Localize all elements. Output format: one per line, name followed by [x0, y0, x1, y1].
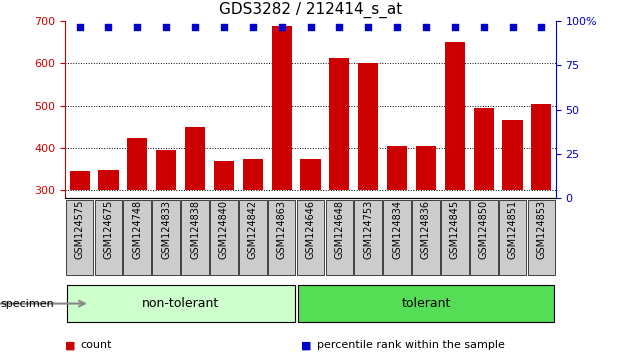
FancyBboxPatch shape: [210, 200, 238, 275]
Title: GDS3282 / 212414_s_at: GDS3282 / 212414_s_at: [219, 2, 402, 18]
Bar: [416, 147, 436, 190]
Bar: [70, 171, 89, 190]
Text: ■: ■: [65, 340, 76, 350]
FancyBboxPatch shape: [297, 200, 324, 275]
Bar: [214, 161, 234, 190]
FancyBboxPatch shape: [66, 285, 294, 322]
FancyBboxPatch shape: [268, 200, 296, 275]
Text: GSM124836: GSM124836: [421, 200, 431, 259]
Text: GSM124833: GSM124833: [161, 200, 171, 259]
FancyBboxPatch shape: [181, 200, 209, 275]
FancyBboxPatch shape: [499, 200, 527, 275]
Point: [450, 24, 460, 29]
Point: [306, 24, 315, 29]
Text: specimen: specimen: [0, 298, 54, 309]
FancyBboxPatch shape: [383, 200, 411, 275]
Text: GSM124851: GSM124851: [507, 200, 517, 259]
Text: percentile rank within the sample: percentile rank within the sample: [317, 340, 505, 350]
Bar: [127, 138, 147, 190]
FancyBboxPatch shape: [470, 200, 497, 275]
FancyBboxPatch shape: [94, 200, 122, 275]
Text: GSM124646: GSM124646: [306, 200, 315, 259]
Text: GSM124748: GSM124748: [132, 200, 142, 259]
Point: [75, 24, 84, 29]
Point: [104, 24, 114, 29]
Point: [479, 24, 489, 29]
Bar: [502, 120, 523, 190]
FancyBboxPatch shape: [527, 200, 555, 275]
Text: ■: ■: [301, 340, 312, 350]
Bar: [445, 42, 465, 190]
Text: GSM124840: GSM124840: [219, 200, 229, 259]
Text: GSM124850: GSM124850: [479, 200, 489, 259]
FancyBboxPatch shape: [66, 200, 94, 275]
Text: non-tolerant: non-tolerant: [142, 297, 219, 310]
Text: GSM124753: GSM124753: [363, 200, 373, 259]
Text: GSM124842: GSM124842: [248, 200, 258, 259]
FancyBboxPatch shape: [412, 200, 440, 275]
Text: GSM124575: GSM124575: [75, 200, 84, 259]
Point: [421, 24, 431, 29]
Text: GSM124838: GSM124838: [190, 200, 200, 259]
Point: [248, 24, 258, 29]
FancyBboxPatch shape: [297, 285, 555, 322]
Point: [537, 24, 546, 29]
Bar: [185, 127, 205, 190]
Text: count: count: [81, 340, 112, 350]
Bar: [243, 159, 263, 190]
Text: GSM124834: GSM124834: [392, 200, 402, 259]
Bar: [474, 108, 494, 190]
Text: tolerant: tolerant: [401, 297, 451, 310]
Point: [334, 24, 344, 29]
Point: [132, 24, 142, 29]
FancyBboxPatch shape: [355, 200, 382, 275]
Point: [363, 24, 373, 29]
Bar: [98, 170, 119, 190]
Point: [161, 24, 171, 29]
Point: [219, 24, 229, 29]
Text: GSM124845: GSM124845: [450, 200, 460, 259]
Bar: [156, 150, 176, 190]
Point: [277, 24, 287, 29]
Text: GSM124648: GSM124648: [334, 200, 345, 259]
Bar: [271, 26, 292, 190]
Point: [507, 24, 517, 29]
FancyBboxPatch shape: [325, 200, 353, 275]
Text: GSM124863: GSM124863: [276, 200, 287, 259]
Point: [190, 24, 200, 29]
FancyBboxPatch shape: [152, 200, 180, 275]
Point: [392, 24, 402, 29]
FancyBboxPatch shape: [239, 200, 266, 275]
Bar: [329, 58, 350, 190]
Text: GSM124675: GSM124675: [104, 200, 114, 259]
FancyBboxPatch shape: [124, 200, 151, 275]
Bar: [531, 104, 551, 190]
Text: GSM124853: GSM124853: [537, 200, 546, 259]
FancyBboxPatch shape: [441, 200, 469, 275]
Bar: [358, 63, 378, 190]
Bar: [387, 145, 407, 190]
Bar: [301, 159, 320, 190]
